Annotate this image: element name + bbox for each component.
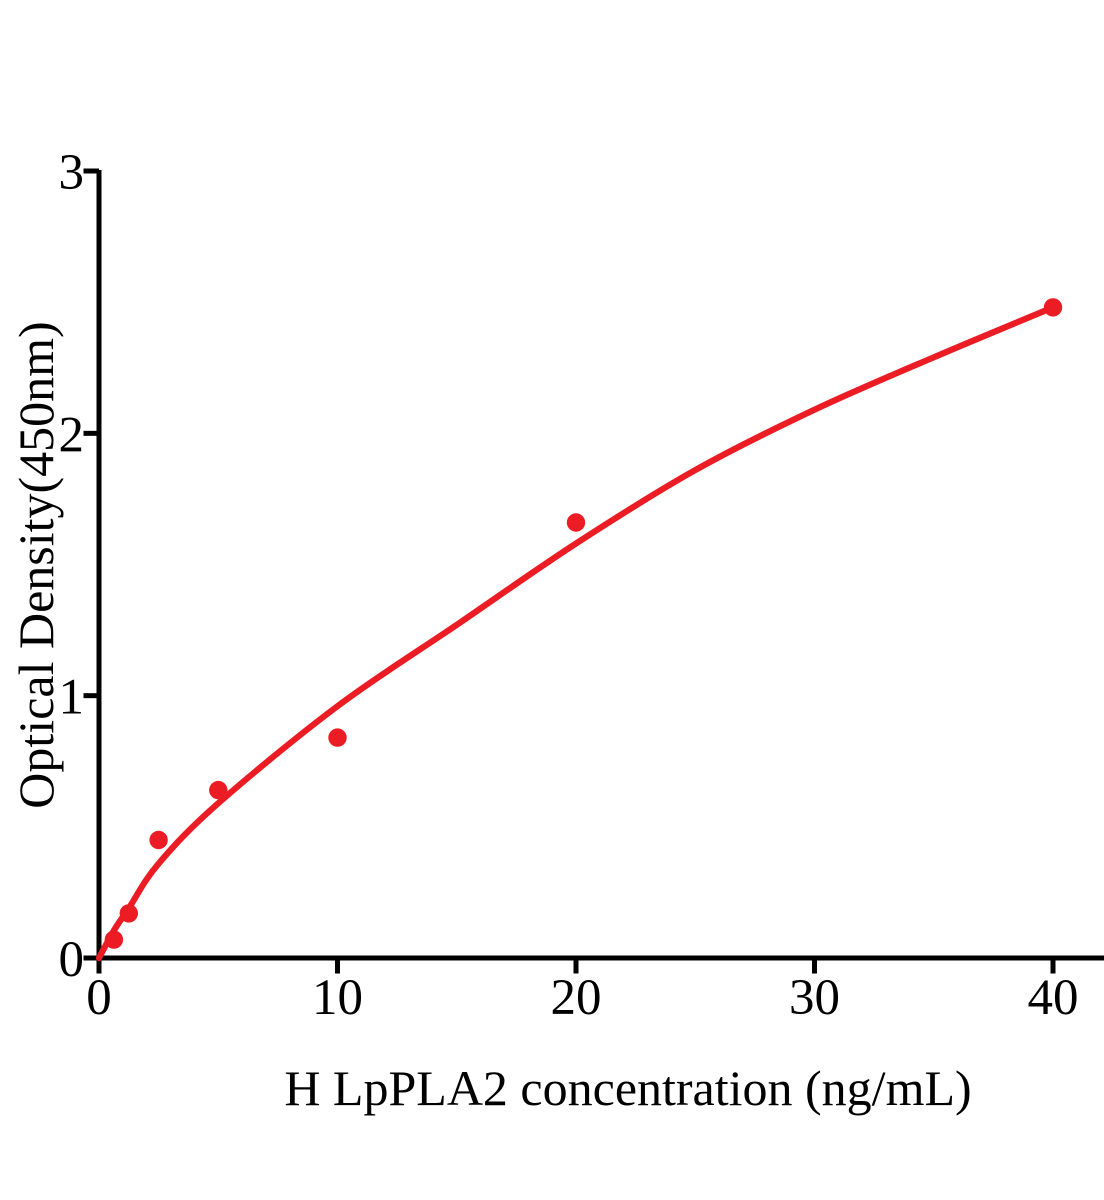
- axes: [96, 170, 1104, 961]
- data-point: [328, 728, 347, 747]
- fit-curve-line: [95, 304, 1057, 962]
- data-point: [119, 904, 138, 923]
- y-axis-title: Optical Density(450nm): [8, 321, 64, 809]
- axis-tick-labels: 0 10 20 30 40 0 1 2 3: [59, 145, 1079, 1026]
- x-axis-title: H LpPLA2 concentration (ng/mL): [284, 1060, 972, 1116]
- x-tick-label: 20: [551, 970, 602, 1026]
- y-tick-label: 0: [59, 932, 85, 988]
- x-tick-label: 10: [312, 970, 363, 1026]
- x-tick-label: 30: [789, 970, 840, 1026]
- data-point: [104, 930, 124, 949]
- x-tick-label: 40: [1028, 970, 1079, 1026]
- data-point: [1043, 298, 1063, 317]
- x-tick-label: 0: [86, 970, 112, 1026]
- y-tick-label: 1: [59, 670, 85, 726]
- y-tick-label: 2: [59, 407, 85, 463]
- data-points: [104, 298, 1063, 949]
- y-tick-label: 3: [59, 145, 85, 201]
- data-point: [566, 513, 586, 532]
- axis-ticks: [83, 168, 1056, 974]
- fit-curve: [95, 304, 1057, 962]
- data-point: [209, 780, 228, 800]
- data-point: [149, 830, 168, 850]
